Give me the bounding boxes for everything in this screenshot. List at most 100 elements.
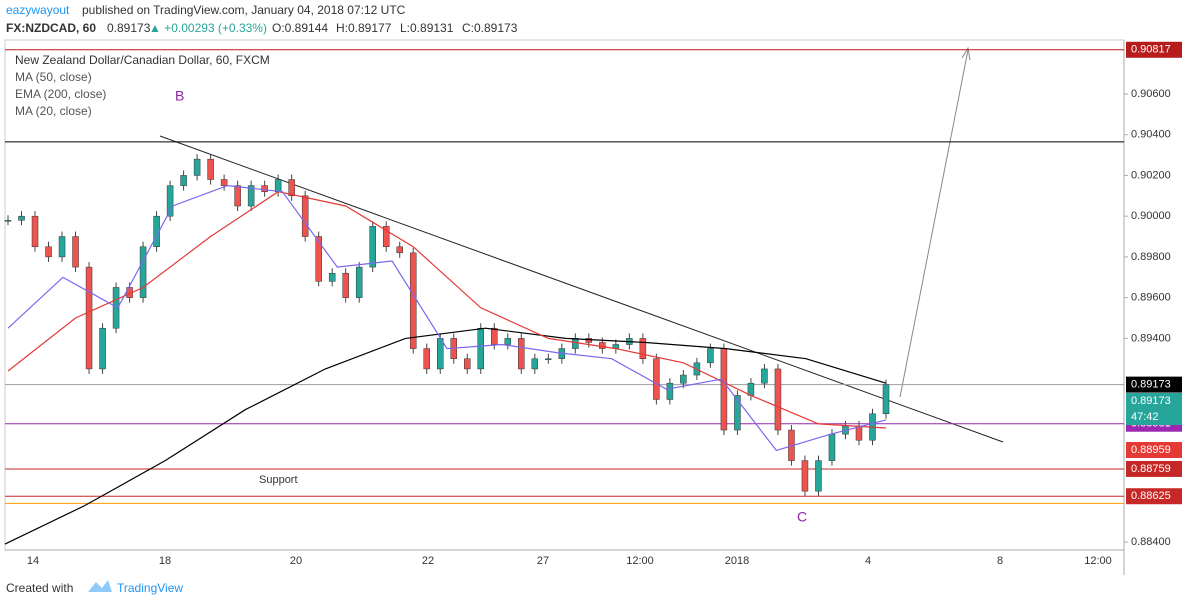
- x-tick-label: 14: [27, 555, 39, 567]
- high: H:0.89177: [336, 21, 392, 35]
- price-label-bg: [1126, 41, 1182, 58]
- candle-body: [382, 226, 390, 247]
- candle-body: [707, 348, 714, 364]
- candle-body: [193, 158, 201, 176]
- candle-body: [180, 175, 187, 186]
- candle-body: [247, 185, 255, 207]
- symbol: FX:NZDCAD, 60: [6, 21, 96, 35]
- y-tick-label: 0.88400: [1131, 536, 1171, 548]
- candle-body: [477, 327, 485, 370]
- candle-body: [531, 358, 539, 370]
- y-tick-label: 0.89600: [1131, 292, 1171, 304]
- candle-body: [85, 266, 93, 370]
- candle-body: [153, 215, 160, 247]
- candle-body: [396, 246, 403, 254]
- candle-body: [504, 338, 512, 345]
- last: 0.89173: [107, 21, 151, 35]
- change: ▲ +0.00293 (+0.33%): [149, 21, 267, 35]
- candle-body: [207, 158, 214, 180]
- candle-body: [436, 338, 444, 370]
- candle-body: [599, 342, 606, 349]
- candle-body: [99, 327, 106, 370]
- candle-body: [747, 382, 755, 396]
- candle-body: [828, 433, 836, 461]
- x-tick-label: 22: [422, 555, 434, 567]
- x-tick-label: 8: [997, 555, 1003, 567]
- candle-body: [491, 327, 498, 345]
- candle-body: [815, 460, 822, 492]
- candle-body: [680, 374, 687, 384]
- candle-body: [720, 348, 728, 431]
- candle-body: [774, 368, 782, 431]
- candle-body: [58, 236, 66, 258]
- candle-body: [801, 460, 809, 492]
- price-label: 0.88625: [1131, 490, 1171, 502]
- indicator-line: [4, 327, 887, 545]
- y-tick-label: 0.89400: [1131, 332, 1171, 344]
- candle-body: [666, 382, 674, 400]
- x-tick-label: 27: [537, 555, 549, 567]
- legend-title: New Zealand Dollar/Canadian Dollar, 60, …: [15, 53, 270, 67]
- x-tick-label: 20: [290, 555, 302, 567]
- y-tick-label: 0.89800: [1131, 251, 1171, 263]
- badge: 0.89173: [1131, 395, 1171, 407]
- candle-body: [234, 185, 241, 207]
- legend-item: EMA (200, close): [15, 87, 106, 101]
- x-tick-label: 2018: [725, 555, 749, 567]
- price-label: 0.89173: [1131, 379, 1171, 391]
- candle-body: [72, 236, 79, 268]
- badge-bg: [1126, 442, 1182, 458]
- price-label: 0.88759: [1131, 463, 1171, 475]
- logo: [88, 580, 112, 592]
- candle-body: [855, 425, 863, 441]
- candle-body: [166, 185, 174, 217]
- candle-body: [639, 338, 647, 360]
- price-label-bg: [1126, 460, 1182, 477]
- indicator-line: [7, 191, 887, 429]
- indicator-line: [7, 184, 887, 452]
- candle-body: [112, 287, 120, 329]
- candle-body: [4, 220, 12, 222]
- badge-bg: [1126, 409, 1182, 425]
- y-tick-label: 0.90000: [1131, 210, 1171, 222]
- close: C:0.89173: [462, 21, 518, 35]
- candle-body: [31, 215, 39, 247]
- projection-arrow: [899, 49, 969, 398]
- badge: 0.88959: [1131, 444, 1171, 456]
- candle-body: [518, 338, 525, 370]
- price-label-bg: [1126, 376, 1182, 393]
- candle-body: [423, 348, 430, 370]
- candle-body: [274, 179, 282, 192]
- legend-item: MA (50, close): [15, 70, 92, 84]
- x-tick-label: 12:00: [626, 555, 654, 567]
- candle-body: [882, 384, 890, 414]
- footer-brand[interactable]: TradingView: [117, 581, 183, 595]
- candle-body: [761, 368, 768, 384]
- low: L:0.89131: [400, 21, 454, 35]
- price-label: 0.90817: [1131, 44, 1171, 56]
- open: O:0.89144: [272, 21, 328, 35]
- candle-body: [261, 185, 268, 192]
- candle-body: [220, 179, 228, 186]
- published: published on TradingView.com, January 04…: [82, 3, 406, 17]
- candle-body: [734, 395, 741, 431]
- annotation: B: [175, 88, 184, 104]
- badge-bg: [1126, 393, 1182, 409]
- arrow-head: [961, 46, 971, 61]
- badge: 47:42: [1131, 411, 1159, 423]
- candle-body: [45, 246, 52, 258]
- y-tick-label: 0.90600: [1131, 88, 1171, 100]
- candle-body: [653, 358, 660, 400]
- annotation: C: [797, 509, 807, 525]
- publisher[interactable]: eazywayout: [6, 3, 70, 17]
- candle-body: [288, 179, 295, 197]
- candle-body: [315, 236, 322, 282]
- candle-body: [18, 215, 25, 221]
- x-tick-label: 12:00: [1084, 555, 1112, 567]
- trend-line: [159, 135, 1004, 443]
- candle-body: [409, 252, 417, 349]
- candle-body: [369, 226, 376, 268]
- candle-body: [328, 272, 336, 282]
- candle-body: [342, 272, 349, 298]
